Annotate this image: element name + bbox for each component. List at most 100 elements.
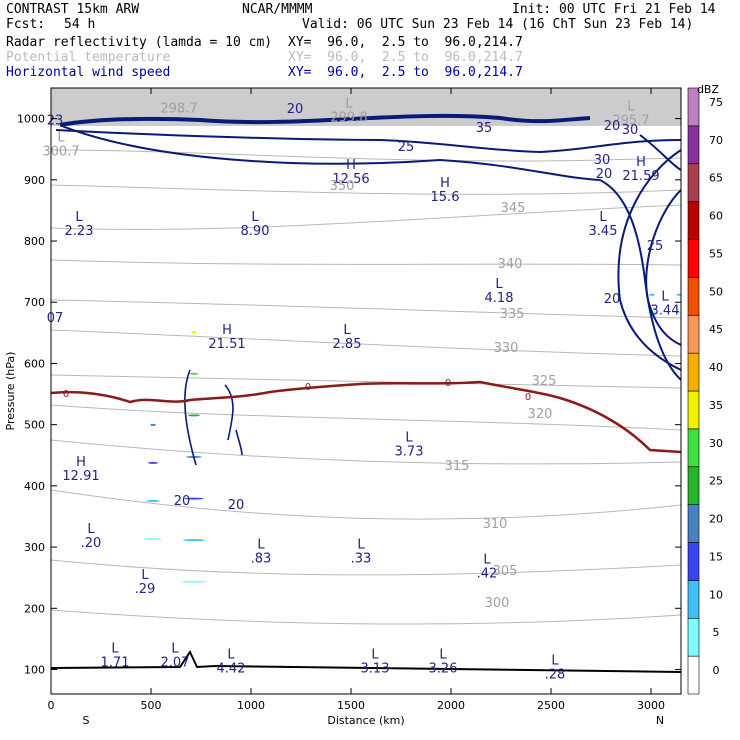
extremum-value: 12.56 — [332, 172, 369, 187]
x-tick-label: 1000 — [237, 699, 265, 712]
y-axis-label: Pressure (hPa) — [4, 352, 17, 431]
colorbar-segment — [687, 466, 700, 505]
extremum-marker: L — [405, 430, 413, 445]
wind-contour-label: 20 — [596, 167, 613, 182]
forecast-label: Fcst: — [6, 17, 46, 32]
annotation-labels: L1.71L2.07L4.42L3.13L3.26L.28L.29L.83L.3… — [42, 97, 679, 683]
colorbar-level-label: 60 — [709, 210, 723, 223]
extremum-marker: L — [661, 289, 669, 304]
colorbar-level-label: 20 — [709, 513, 723, 526]
theta-contour-label: 315 — [445, 459, 470, 474]
axes: 0 500 1000 1500 2000 2500 30001002003004005006… — [17, 88, 681, 712]
field-xy-wind: XY= 96.0, 2.5 to 96.0,214.7 — [288, 65, 523, 80]
colorbar-segment — [687, 239, 700, 278]
init-time: Init: 00 UTC Fri 21 Feb 14 — [512, 2, 716, 17]
theta-contour-label: 305 — [493, 564, 518, 579]
extremum-marker: H — [346, 158, 356, 173]
reflectivity-band — [649, 293, 655, 296]
colorbar-segment — [687, 314, 700, 354]
y-tick-label: 500 — [24, 419, 45, 432]
colorbar-level-label: 10 — [709, 588, 723, 601]
extremum-marker: L — [357, 537, 365, 552]
field-name-reflectivity: Radar reflectivity (lamda = 10 cm) — [6, 35, 273, 50]
extremum-marker: L — [599, 210, 607, 225]
extremum-marker: H — [222, 323, 232, 338]
extremum-marker: L — [371, 648, 379, 663]
freezing-level-label: 0 — [445, 378, 451, 389]
theta-contour — [51, 374, 681, 389]
wind-contour — [639, 134, 681, 171]
extremum-marker: H — [76, 455, 86, 470]
forecast-hour: 54 h — [64, 17, 96, 32]
field-xy-reflectivity: XY= 96.0, 2.5 to 96.0,214.7 — [288, 35, 523, 50]
extremum-value: 12.91 — [62, 469, 99, 484]
plot-frame — [50, 87, 682, 695]
colorbar-level-label: 55 — [709, 247, 723, 260]
reflectivity-band — [144, 537, 162, 540]
extremum-value: 2.07 — [161, 655, 190, 670]
wind-contour-label: 30 — [594, 153, 611, 168]
wind-contour-label: 20 — [287, 102, 304, 117]
colorbar-segment — [687, 163, 700, 202]
freezing-level-label: 0 — [63, 389, 69, 400]
wind-jet-core — [59, 113, 591, 127]
reflectivity-band — [191, 331, 197, 334]
theta-contour-label: 340 — [498, 257, 523, 272]
x-axis-label: Distance (km) — [327, 714, 404, 727]
chart-title: CONTRAST 15km ARW — [6, 2, 140, 17]
extremum-value: 3.26 — [429, 662, 458, 677]
x-tick-label: 1500 — [337, 699, 365, 712]
wind-contour-label: 20 — [604, 292, 621, 307]
extremum-marker: L — [251, 210, 259, 225]
theta-contour-label: 350 — [330, 179, 355, 194]
extremum-marker: H — [636, 155, 646, 170]
wind-contour — [184, 369, 243, 466]
colorbar-level-label: 50 — [709, 285, 723, 298]
y-tick-label: 300 — [24, 541, 45, 554]
model-source: NCAR/MMMM — [242, 2, 313, 17]
reflectivity-band — [187, 414, 201, 417]
wind-contour — [617, 149, 681, 371]
y-tick-label: 800 — [24, 235, 45, 248]
wind-contour-label: 25 — [398, 140, 415, 155]
colorbar-level-label: 25 — [709, 475, 723, 488]
x-tick-label: 500 — [141, 699, 162, 712]
theta-contour-label: 325 — [532, 374, 557, 389]
theta-contour-label: 300 — [485, 596, 510, 611]
theta-contour-label: 335 — [500, 307, 525, 322]
wind-contour-label: 35 — [476, 121, 493, 136]
theta-contour-label: 330 — [494, 341, 519, 356]
theta-contour — [51, 489, 681, 520]
extremum-value: 3.45 — [589, 224, 618, 239]
extremum-marker: L — [57, 130, 65, 145]
reflectivity-band — [184, 497, 204, 500]
freezing-level — [51, 380, 681, 454]
colorbar-segment — [687, 428, 700, 468]
y-tick-label: 400 — [24, 480, 45, 493]
field-name-wind: Horizontal wind speed — [6, 65, 171, 80]
y-tick-label: 700 — [24, 296, 45, 309]
extremum-marker: L — [627, 100, 635, 115]
extremum-value: 2.85 — [333, 337, 362, 352]
extremum-value: 3.44 — [651, 303, 680, 318]
theta-contour — [51, 329, 681, 357]
extremum-value: 4.18 — [485, 291, 514, 306]
colorbar-segment — [687, 617, 700, 657]
extremum-marker: L — [343, 323, 351, 338]
wind-speed-contours — [55, 113, 681, 466]
colorbar-level-label: 75 — [709, 96, 723, 109]
extremum-value: 15.6 — [431, 190, 460, 205]
extremum-value: 3.13 — [361, 662, 390, 677]
wind-contour — [645, 189, 681, 346]
extremum-marker: L — [227, 648, 235, 663]
extremum-marker: L — [495, 277, 503, 292]
colorbar-level-label: 65 — [709, 172, 723, 185]
extremum-value: .29 — [135, 582, 156, 597]
colorbar-segment — [687, 125, 700, 165]
colorbar-level-label: 0 — [713, 664, 720, 677]
reflectivity-field — [144, 293, 681, 583]
extremum-marker: L — [345, 97, 353, 112]
colorbar-segment — [687, 580, 700, 619]
x-tick-label: 2000 — [437, 699, 465, 712]
